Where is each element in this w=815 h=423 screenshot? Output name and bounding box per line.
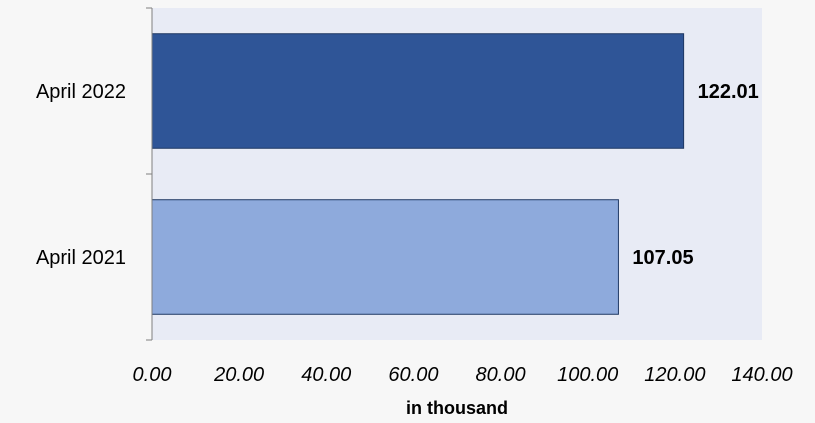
bar-april-2022 — [151, 33, 685, 149]
data-label-april-2022: 122.01 — [698, 81, 759, 103]
x-tick-label: 80.00 — [476, 364, 526, 386]
x-tick-label: 60.00 — [388, 364, 438, 386]
data-labels-group: 122.01 107.05 — [632, 81, 758, 269]
x-axis-title: in thousand — [406, 398, 508, 418]
x-axis: 0.00 20.00 40.00 60.00 80.00 100.00 120.00 140.… — [133, 364, 793, 386]
x-tick-label: 100.00 — [557, 364, 618, 386]
x-tick-label: 0.00 — [133, 364, 172, 386]
x-tick-label: 20.00 — [213, 364, 264, 386]
x-tick-label: 140.00 — [731, 364, 792, 386]
y-tick-label-april-2022: April 2022 — [36, 81, 126, 103]
bar-april-2021 — [151, 199, 619, 315]
x-tick-label: 120.00 — [644, 364, 705, 386]
y-tick-label-april-2021: April 2021 — [36, 247, 126, 269]
x-tick-label: 40.00 — [301, 364, 351, 386]
data-label-april-2021: 107.05 — [632, 247, 693, 269]
y-axis: April 2022 April 2021 — [36, 7, 153, 341]
bars-group — [151, 33, 685, 315]
